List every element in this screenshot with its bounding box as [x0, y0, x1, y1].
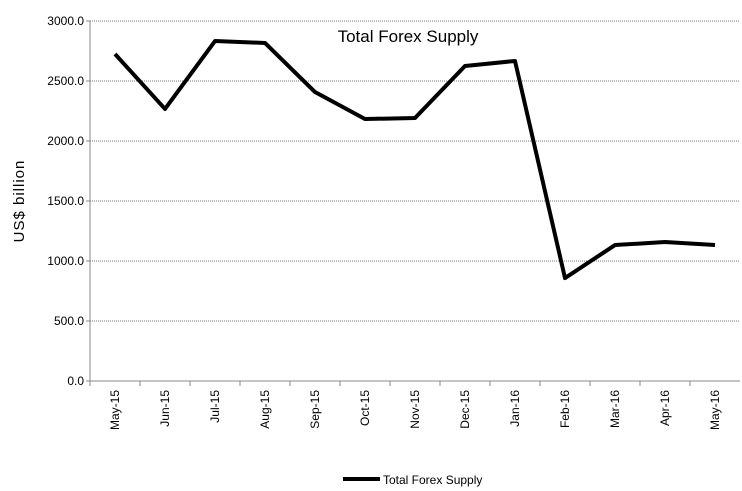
y-tick-label: 3000.0 [47, 14, 84, 28]
x-tick-label: Jan-16 [508, 390, 522, 427]
x-tick-label: May-15 [108, 390, 122, 430]
y-tick-label: 1000.0 [47, 254, 84, 268]
y-tick-label: 1500.0 [47, 194, 84, 208]
x-tick-label: Jun-15 [158, 390, 172, 427]
chart-title: Total Forex Supply [338, 27, 479, 46]
y-tick-label: 500.0 [54, 314, 84, 328]
x-tick-label: Sep-15 [308, 390, 322, 429]
x-tick-label: Mar-16 [608, 390, 622, 428]
x-tick-label: Dec-15 [458, 390, 472, 429]
x-tick-label: Jul-15 [208, 390, 222, 423]
x-tick-label: Oct-15 [358, 390, 372, 426]
x-tick-label: Nov-15 [408, 390, 422, 429]
y-tick-label: 0.0 [67, 374, 84, 388]
x-tick-label: May-16 [708, 390, 722, 430]
x-tick-label: Feb-16 [558, 390, 572, 428]
legend-label: Total Forex Supply [383, 473, 482, 487]
y-tick-label: 2000.0 [47, 134, 84, 148]
y-axis-label: US$ billion [11, 160, 28, 243]
x-tick-label: Aug-15 [258, 390, 272, 429]
y-tick-label: 2500.0 [47, 74, 84, 88]
x-tick-label: Apr-16 [658, 390, 672, 426]
line-series [113, 39, 716, 281]
